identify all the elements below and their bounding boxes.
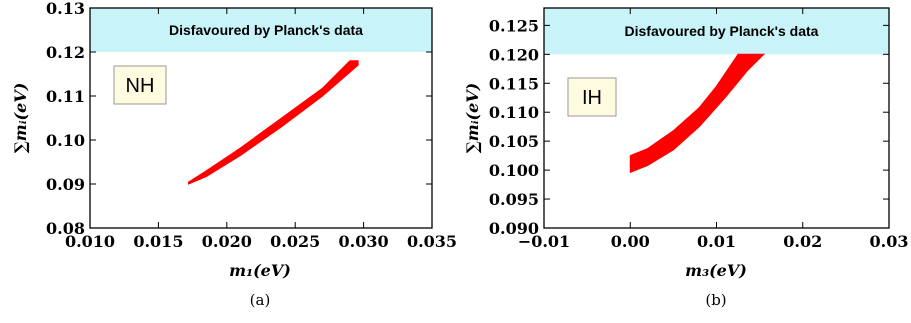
y-tick-label: 0.120 [489, 45, 539, 64]
x-axis-label: m₁(eV) [229, 261, 291, 280]
x-axis-label: m₃(eV) [685, 261, 747, 280]
y-tick-label: 0.110 [489, 103, 539, 122]
x-tick-label: 0.010 [65, 232, 115, 251]
panel-ih: −0.01 0.00 0.01 0.02 0.03 0.090 0.095 0.100 0.10… [463, 7, 909, 309]
allowed-region [188, 60, 359, 185]
y-tick-label: 0.095 [489, 190, 539, 209]
excluded-region [90, 8, 432, 52]
hierarchy-tag-box [567, 77, 617, 117]
y-tick-label: 0.10 [46, 131, 85, 150]
excluded-region-label: Disfavoured by Planck's data [169, 22, 363, 38]
hierarchy-tag-label: NH [126, 75, 155, 97]
x-tick-label: 0.025 [270, 232, 320, 251]
hierarchy-tag-box [113, 65, 167, 105]
y-tick-label: 0.105 [489, 132, 539, 151]
panel-caption: (a) [250, 291, 271, 309]
x-tick-label: −0.01 [518, 232, 570, 251]
excluded-region [544, 8, 889, 55]
plot-frame [89, 7, 433, 229]
allowed-region [629, 53, 766, 174]
y-tick-label: 0.12 [46, 43, 85, 62]
y-tick-label: 0.115 [489, 74, 539, 93]
y-tick-label: 0.09 [46, 175, 85, 194]
panel-nh: 0.010 0.015 0.020 0.025 0.030 0.035 0.08 0.09 0.… [11, 0, 457, 309]
y-tick-label: 0.11 [46, 87, 85, 106]
x-tick-label: 0.02 [783, 232, 822, 251]
x-tick-label: 0.020 [202, 232, 252, 251]
x-tick-label: 0.015 [133, 232, 183, 251]
x-tick-label: 0.035 [407, 232, 457, 251]
y-tick-label: 0.125 [489, 16, 539, 35]
hierarchy-tag-label: IH [582, 87, 602, 109]
y-tick-label: 0.13 [46, 0, 85, 18]
x-tick-label: 0.01 [697, 232, 736, 251]
y-axis-label: ∑mᵢ(eV) [463, 83, 482, 154]
y-tick-label: 0.08 [46, 219, 85, 238]
x-tick-label: 0.03 [870, 232, 909, 251]
y-tick-label: 0.100 [489, 161, 539, 180]
y-tick-label: 0.090 [489, 219, 539, 238]
x-tick-label: 0.030 [339, 232, 389, 251]
panel-caption: (b) [705, 291, 726, 309]
excluded-region-label: Disfavoured by Planck's data [625, 23, 819, 39]
y-axis-label: ∑mᵢ(eV) [11, 83, 30, 154]
x-tick-label: 0.00 [611, 232, 650, 251]
